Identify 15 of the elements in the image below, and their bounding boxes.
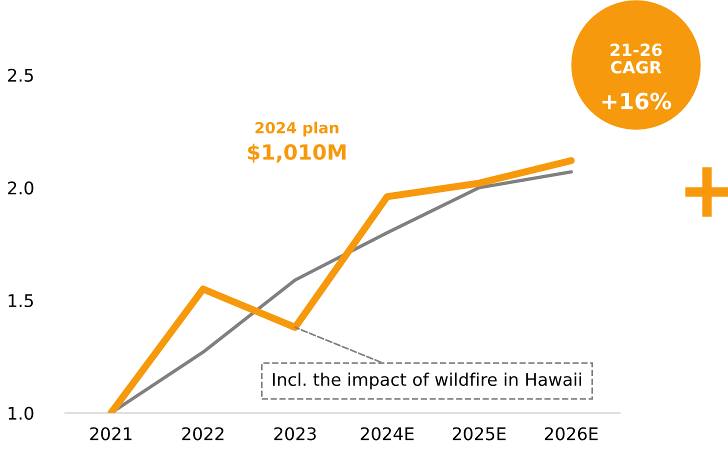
x-tick-label: 2024E bbox=[360, 427, 414, 440]
y-tick-label: 2.0 bbox=[8, 181, 34, 195]
text: 21-26 CAGR bbox=[610, 44, 662, 74]
y-tick-label: 2.5 bbox=[8, 68, 33, 82]
x-tick-label: 2023 bbox=[274, 427, 316, 440]
x-tick-label: 2022 bbox=[182, 427, 224, 440]
y-tick-label: 1.5 bbox=[8, 294, 33, 308]
annotation: $1,010M bbox=[248, 144, 346, 163]
annotation: Incl. the impact of wildfire in Hawaii bbox=[273, 372, 582, 390]
x-tick-label: 2026E bbox=[544, 427, 598, 440]
annotation: +16% bbox=[602, 92, 672, 110]
annotation: 2024 plan bbox=[256, 122, 338, 136]
x-tick-label: 2025E bbox=[452, 427, 506, 440]
x-tick-label: 2021 bbox=[90, 427, 132, 440]
y-tick-label: 1.0 bbox=[8, 406, 34, 420]
